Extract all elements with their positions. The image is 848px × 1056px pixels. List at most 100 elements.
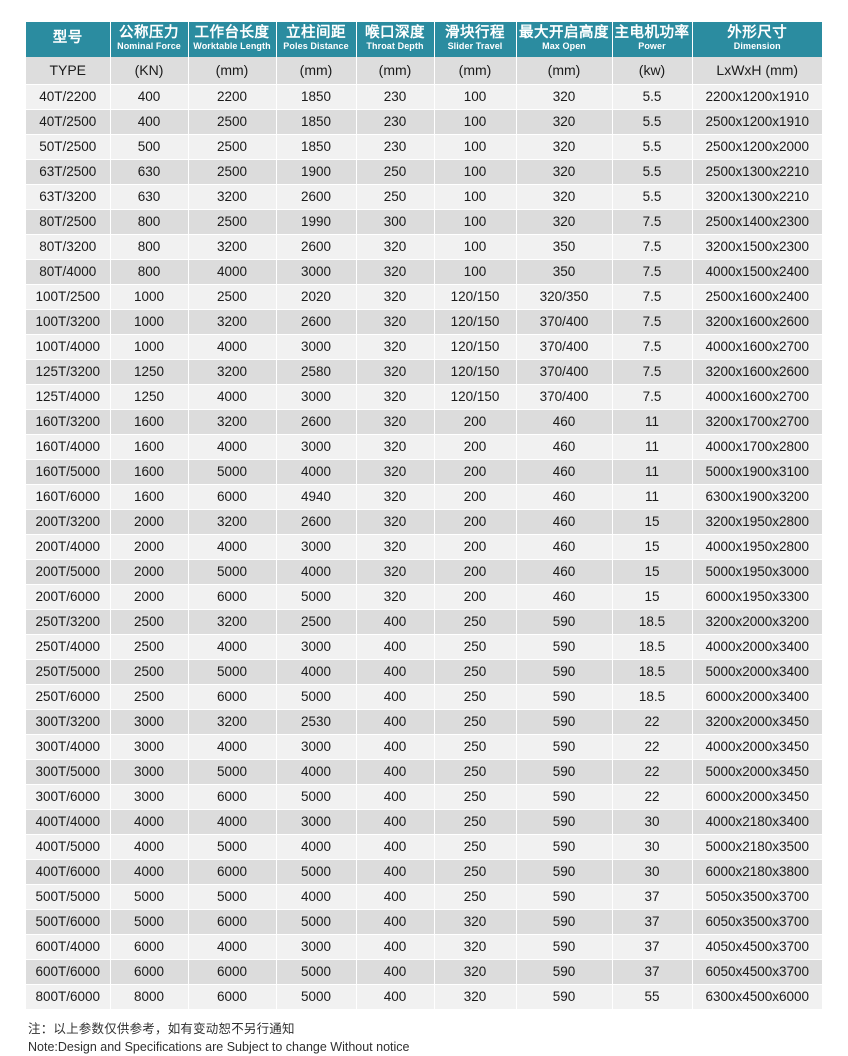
cell-power: 22 (612, 784, 693, 810)
cell-slider-travel: 120/150 (434, 284, 517, 310)
cell-slider-travel: 100 (434, 84, 517, 110)
cell-poles-distance: 3000 (276, 734, 357, 760)
cell-type: 80T/4000 (26, 259, 111, 285)
cell-nominal-force: 1000 (110, 334, 189, 360)
cell-slider-travel: 250 (434, 859, 517, 885)
cell-poles-distance: 2600 (276, 309, 357, 335)
table-row: 80T/4000 800 4000 3000 320 100 350 7.5 4000x1500… (26, 259, 822, 285)
cell-nominal-force: 2000 (110, 559, 189, 585)
cell-throat-depth: 400 (356, 759, 435, 785)
cell-max-open: 590 (516, 634, 613, 660)
specification-table: 型号 公称压力 Nominal Force 工作台长度 Worktable Le… (26, 22, 822, 1010)
cell-max-open: 460 (516, 409, 613, 435)
cell-slider-travel: 250 (434, 659, 517, 685)
cell-type: 80T/3200 (26, 234, 111, 260)
cell-worktable-length: 4000 (188, 934, 277, 960)
cell-slider-travel: 200 (434, 534, 517, 560)
cell-max-open: 350 (516, 234, 613, 260)
footnote: 注：以上参数仅供参考，如有变动恕不另行通知 Note:Design and Sp… (26, 1020, 822, 1056)
cell-poles-distance: 3000 (276, 434, 357, 460)
table-row: 400T/6000 4000 6000 5000 400 250 590 30 6000x218… (26, 859, 822, 885)
cell-power: 22 (612, 709, 693, 735)
cell-nominal-force: 1000 (110, 284, 189, 310)
cell-power: 7.5 (612, 234, 693, 260)
cell-worktable-length: 4000 (188, 434, 277, 460)
cell-type: 400T/5000 (26, 834, 111, 860)
cell-type: 400T/6000 (26, 859, 111, 885)
cell-throat-depth: 400 (356, 709, 435, 735)
cell-poles-distance: 5000 (276, 684, 357, 710)
cell-poles-distance: 3000 (276, 384, 357, 410)
cell-throat-depth: 230 (356, 134, 435, 160)
cell-poles-distance: 5000 (276, 584, 357, 610)
cell-throat-depth: 320 (356, 334, 435, 360)
cell-poles-distance: 3000 (276, 809, 357, 835)
unit-max-open: (mm) (516, 56, 613, 85)
cell-throat-depth: 320 (356, 534, 435, 560)
cell-nominal-force: 6000 (110, 959, 189, 985)
cell-dimension: 5000x1900x3100 (692, 459, 822, 485)
table-row: 400T/5000 4000 5000 4000 400 250 590 30 5000x218… (26, 834, 822, 860)
cell-power: 37 (612, 909, 693, 935)
cell-nominal-force: 2500 (110, 659, 189, 685)
cell-slider-travel: 320 (434, 909, 517, 935)
column-header-type: 型号 (26, 22, 111, 57)
column-header-power-en: Power (638, 41, 666, 52)
table-row: 300T/3200 3000 3200 2530 400 250 590 22 3200x200… (26, 709, 822, 735)
table-row: 400T/4000 4000 4000 3000 400 250 590 30 4000x218… (26, 809, 822, 835)
cell-worktable-length: 2500 (188, 284, 277, 310)
cell-slider-travel: 200 (434, 484, 517, 510)
cell-poles-distance: 2600 (276, 184, 357, 210)
cell-max-open: 460 (516, 534, 613, 560)
cell-nominal-force: 1600 (110, 434, 189, 460)
cell-type: 160T/4000 (26, 434, 111, 460)
column-header-worktable-length-cn: 工作台长度 (194, 25, 270, 41)
cell-nominal-force: 2000 (110, 534, 189, 560)
cell-dimension: 6300x1900x3200 (692, 484, 822, 510)
cell-max-open: 460 (516, 459, 613, 485)
cell-power: 5.5 (612, 159, 693, 185)
cell-slider-travel: 200 (434, 459, 517, 485)
cell-nominal-force: 630 (110, 159, 189, 185)
cell-worktable-length: 4000 (188, 734, 277, 760)
cell-dimension: 4000x1600x2700 (692, 334, 822, 360)
cell-max-open: 590 (516, 884, 613, 910)
cell-type: 300T/5000 (26, 759, 111, 785)
cell-type: 250T/3200 (26, 609, 111, 635)
cell-max-open: 590 (516, 909, 613, 935)
cell-max-open: 590 (516, 684, 613, 710)
cell-slider-travel: 200 (434, 584, 517, 610)
cell-worktable-length: 3200 (188, 509, 277, 535)
cell-nominal-force: 6000 (110, 934, 189, 960)
cell-dimension: 2500x1400x2300 (692, 209, 822, 235)
cell-poles-distance: 2500 (276, 609, 357, 635)
cell-throat-depth: 400 (356, 784, 435, 810)
cell-dimension: 4000x2180x3400 (692, 809, 822, 835)
cell-nominal-force: 3000 (110, 784, 189, 810)
cell-worktable-length: 6000 (188, 584, 277, 610)
cell-throat-depth: 320 (356, 509, 435, 535)
table-row: 63T/3200 630 3200 2600 250 100 320 5.5 3200x1300… (26, 184, 822, 210)
cell-nominal-force: 2000 (110, 509, 189, 535)
cell-max-open: 590 (516, 859, 613, 885)
table-row: 200T/4000 2000 4000 3000 320 200 460 15 4000x195… (26, 534, 822, 560)
cell-nominal-force: 1600 (110, 459, 189, 485)
cell-power: 37 (612, 934, 693, 960)
cell-max-open: 590 (516, 759, 613, 785)
cell-dimension: 4000x1600x2700 (692, 384, 822, 410)
cell-worktable-length: 3200 (188, 359, 277, 385)
table-row: 160T/4000 1600 4000 3000 320 200 460 11 4000x170… (26, 434, 822, 460)
cell-throat-depth: 250 (356, 159, 435, 185)
column-header-dimension-cn: 外形尺寸 (727, 25, 788, 41)
cell-nominal-force: 1000 (110, 309, 189, 335)
table-row: 250T/5000 2500 5000 4000 400 250 590 18.5 5000x2… (26, 659, 822, 685)
cell-worktable-length: 5000 (188, 884, 277, 910)
cell-type: 250T/4000 (26, 634, 111, 660)
column-header-power-cn: 主电机功率 (614, 25, 690, 41)
table-row: 300T/5000 3000 5000 4000 400 250 590 22 5000x200… (26, 759, 822, 785)
column-header-throat-depth-en: Throat Depth (366, 41, 424, 52)
cell-poles-distance: 3000 (276, 334, 357, 360)
cell-poles-distance: 4000 (276, 459, 357, 485)
cell-power: 30 (612, 809, 693, 835)
cell-nominal-force: 400 (110, 84, 189, 110)
